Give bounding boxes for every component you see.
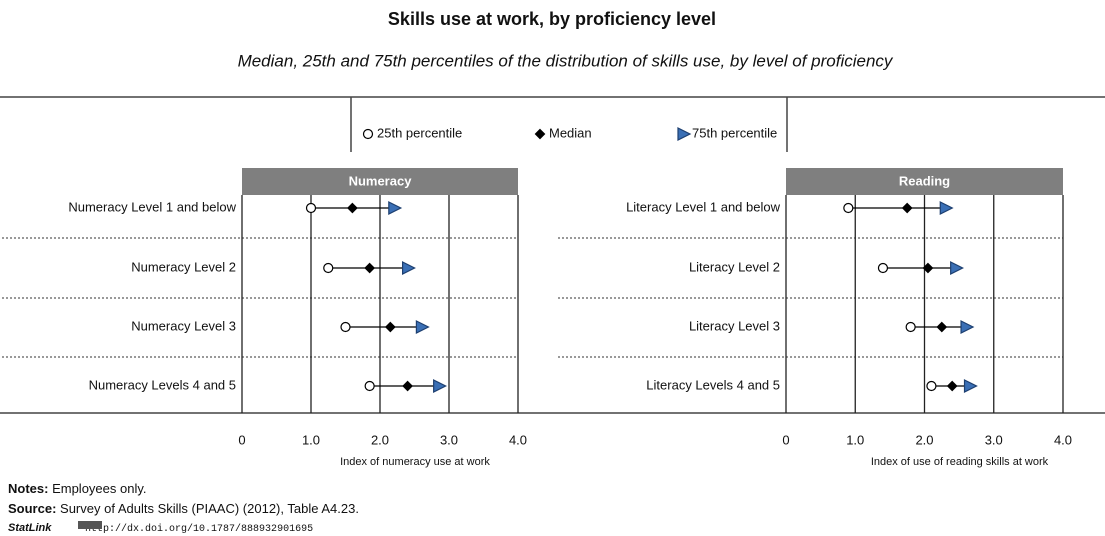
legend-marker [362, 128, 374, 140]
diamond-marker [347, 202, 358, 214]
x-tick-label: 3.0 [440, 432, 458, 447]
diamond-marker [946, 380, 958, 392]
triangle-marker [433, 379, 447, 393]
triangle-marker [415, 320, 430, 334]
x-tick-label: 1.0 [846, 432, 864, 447]
notes-label: Notes: [8, 481, 48, 496]
diamond-marker [901, 202, 913, 214]
x-tick-label: 0 [238, 432, 245, 447]
category-label: Numeracy Levels 4 and 5 [89, 377, 236, 392]
statlink-url: http://dx.doi.org/10.1787/888932901695 [85, 523, 313, 535]
circle-marker [905, 321, 916, 333]
circle-marker [843, 202, 854, 214]
circle-marker [305, 202, 317, 214]
x-tick-label: 3.0 [985, 432, 1003, 447]
circle-marker [364, 380, 375, 392]
diamond-marker [936, 321, 948, 333]
chart-title: Skills use at work, by proficiency level [388, 9, 716, 29]
panel-title: Reading [899, 173, 950, 188]
diamond-marker [922, 262, 934, 274]
triangle-marker [388, 201, 403, 215]
panel-title: Numeracy [349, 173, 413, 188]
category-label: Literacy Level 3 [689, 318, 780, 333]
source: Source: Survey of Adults Skills (PIAAC) … [8, 501, 359, 516]
diamond-marker [364, 262, 375, 274]
x-tick-label: 4.0 [1054, 432, 1072, 447]
category-label: Literacy Level 1 and below [626, 199, 781, 214]
circle-marker [877, 262, 889, 274]
x-tick-label: 2.0 [915, 432, 933, 447]
statlink: StatLink http://dx.doi.org/10.1787/88893… [8, 519, 313, 534]
legend-marker [534, 128, 546, 140]
source-text: Survey of Adults Skills (PIAAC) (2012), … [60, 501, 359, 516]
source-label: Source: [8, 501, 56, 516]
x-tick-label: 2.0 [371, 432, 389, 447]
legend-label: Median [549, 125, 592, 140]
x-tick-label: 4.0 [509, 432, 527, 447]
x-axis-label: Index of numeracy use at work [340, 456, 490, 468]
triangle-marker [960, 320, 975, 334]
circle-marker [926, 380, 937, 392]
triangle-marker [950, 261, 965, 275]
panel-header [242, 168, 518, 195]
notes: Notes: Employees only. [8, 481, 147, 496]
statlink-label: StatLink [8, 522, 52, 534]
legend-label: 75th percentile [692, 125, 777, 140]
triangle-marker [402, 261, 416, 275]
statlink-icon [78, 521, 102, 529]
diamond-marker [402, 380, 413, 392]
panel-header [786, 168, 1063, 195]
x-tick-label: 1.0 [302, 432, 320, 447]
circle-marker [323, 262, 334, 274]
circle-marker [340, 321, 351, 333]
category-label: Literacy Level 2 [689, 259, 780, 274]
category-label: Literacy Levels 4 and 5 [646, 377, 780, 392]
diamond-marker [385, 321, 396, 333]
legend-marker [677, 127, 692, 141]
notes-text: Employees only. [52, 481, 146, 496]
triangle-marker [963, 379, 978, 393]
x-tick-label: 0 [782, 432, 789, 447]
triangle-marker [939, 201, 954, 215]
chart-subtitle: Median, 25th and 75th percentiles of the… [238, 51, 894, 70]
category-label: Numeracy Level 3 [131, 318, 236, 333]
x-axis-label: Index of use of reading skills at work [871, 456, 1049, 468]
legend-label: 25th percentile [377, 125, 462, 140]
category-label: Numeracy Level 1 and below [68, 199, 236, 214]
category-label: Numeracy Level 2 [131, 259, 236, 274]
